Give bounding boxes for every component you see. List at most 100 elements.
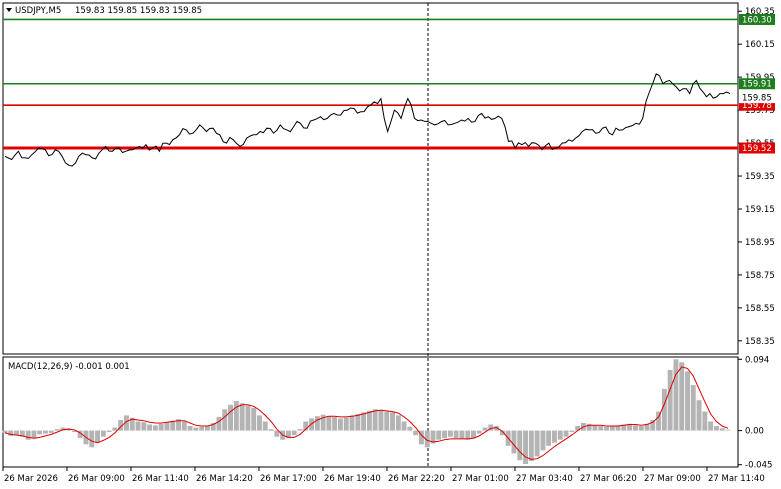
macd-histogram-bar	[633, 425, 638, 431]
price-series	[4, 73, 731, 167]
macd-histogram-bar	[170, 420, 176, 431]
macd-histogram-bar	[262, 421, 268, 431]
macd-histogram-bar	[476, 430, 482, 434]
time-axis-label: 27 Mar 09:00	[644, 474, 701, 484]
macd-axis-label: -0.045	[745, 461, 772, 471]
macd-histogram-bar	[124, 415, 129, 431]
macd-histogram-bar	[338, 418, 343, 431]
price-panel-frame	[2, 2, 739, 355]
macd-histogram-bar	[569, 430, 575, 433]
macd-label: MACD(12,26,9) -0.001 0.001	[8, 362, 130, 372]
macd-histogram-bar	[361, 412, 366, 431]
macd-histogram-bar	[482, 427, 488, 431]
levels-layer	[3, 18, 738, 150]
macd-histogram-bar	[343, 417, 349, 431]
macd-histogram-bar	[355, 413, 361, 431]
macd-histogram-bar	[14, 430, 19, 436]
macd-histogram-bar	[586, 423, 592, 431]
macd-histogram-bar	[390, 412, 395, 431]
price-axis-label: 158.75	[745, 271, 775, 281]
macd-histogram-bar	[89, 430, 95, 448]
macd-histogram-bar	[314, 416, 320, 431]
macd-histogram-bar	[25, 430, 31, 440]
macd-histogram-bar	[407, 426, 413, 431]
macd-histogram-bar	[546, 430, 552, 446]
level-labels: 160.30 159.91 159.78 159.52 159.85	[739, 13, 775, 154]
price-level-label: 159.52	[742, 144, 772, 154]
macd-axis: 0.094 0.00 -0.045	[738, 355, 772, 471]
macd-histogram-bar	[638, 426, 644, 431]
macd-histogram-bar	[257, 415, 262, 431]
macd-histogram-bar	[372, 409, 378, 431]
macd-histogram-bar	[158, 423, 164, 431]
macd-histogram-bar	[615, 425, 621, 431]
macd-histogram-bar	[488, 424, 494, 431]
macd-histogram-bar	[210, 423, 216, 431]
time-axis-label: 26 Mar 17:00	[260, 474, 317, 484]
macd-axis-label: 0.00	[745, 427, 764, 437]
macd-histogram-bar	[696, 400, 702, 431]
macd-histogram-bar	[100, 430, 106, 437]
price-level-label: 159.78	[742, 101, 772, 111]
time-axis-label: 26 Mar 19:40	[324, 474, 381, 484]
macd-histogram-bar	[702, 411, 708, 431]
time-axis: 26 Mar 2026 26 Mar 09:00 26 Mar 11:40 26 Ma…	[2, 467, 765, 484]
macd-histogram-bar	[500, 430, 505, 436]
macd-signal-series	[4, 366, 729, 460]
macd-histogram-bar	[326, 416, 332, 431]
time-axis-label: 26 Mar 22:20	[388, 474, 445, 484]
macd-histogram-bar	[447, 430, 453, 437]
macd-histogram-bar	[106, 430, 112, 433]
macd-histogram-bar	[31, 430, 37, 439]
macd-histogram-bar	[644, 423, 650, 431]
macd-axis-label: 0.094	[745, 355, 769, 365]
price-level-badge	[739, 13, 775, 25]
macd-histogram-bar	[609, 426, 615, 431]
macd-histogram-bar	[401, 421, 407, 431]
macd-histogram-bar	[239, 403, 245, 431]
macd-histogram-bar	[95, 430, 100, 443]
current-price-label: 159.85	[742, 94, 772, 104]
current-price-badge	[739, 92, 775, 104]
macd-histogram-bar	[118, 420, 124, 431]
macd-signal-line	[4, 366, 729, 460]
macd-histogram-bar	[714, 426, 719, 431]
macd-histogram-bar	[575, 426, 581, 431]
macd-histogram-bar	[251, 407, 257, 431]
macd-histogram-bar	[557, 430, 563, 440]
macd-histogram-bar	[598, 426, 604, 431]
time-axis-label: 27 Mar 06:20	[580, 474, 637, 484]
macd-histogram-bar	[453, 430, 459, 439]
macd-histogram-bar	[430, 430, 436, 444]
macd-histogram-bar	[152, 425, 158, 431]
macd-histogram-bar	[205, 426, 210, 431]
macd-histogram-bar	[274, 430, 280, 437]
price-axis: 160.35160.15159.95159.75159.55159.35159.…	[738, 7, 775, 347]
triangle-down-icon[interactable]	[6, 8, 12, 12]
price-axis-label: 159.95	[745, 73, 775, 83]
macd-histogram-bar	[719, 428, 725, 431]
symbol-label: USDJPY,M5	[15, 6, 61, 16]
macd-histogram-bar	[19, 430, 25, 437]
macd-histogram-bar	[708, 421, 714, 431]
macd-histogram-bar	[459, 430, 465, 439]
macd-histogram-bar	[303, 421, 309, 431]
macd-histogram-bar	[465, 430, 471, 440]
time-axis-label: 26 Mar 14:20	[196, 474, 253, 484]
price-axis-label: 159.15	[745, 205, 775, 215]
macd-histogram-bar	[332, 416, 338, 431]
macd-histogram-bar	[725, 429, 731, 431]
macd-histogram-bar	[627, 423, 633, 431]
macd-histogram-bar	[690, 385, 696, 431]
macd-histogram-bar	[228, 404, 233, 431]
macd-histogram-bar	[43, 430, 48, 434]
price-axis-label: 160.15	[745, 40, 775, 50]
price-axis-label: 159.75	[745, 106, 775, 116]
macd-histogram-bar	[199, 426, 205, 431]
macd-histogram-bar	[291, 430, 297, 436]
macd-histogram-bar	[442, 430, 447, 439]
time-axis-label: 26 Mar 11:40	[132, 474, 189, 484]
macd-histogram-bar	[471, 430, 476, 439]
